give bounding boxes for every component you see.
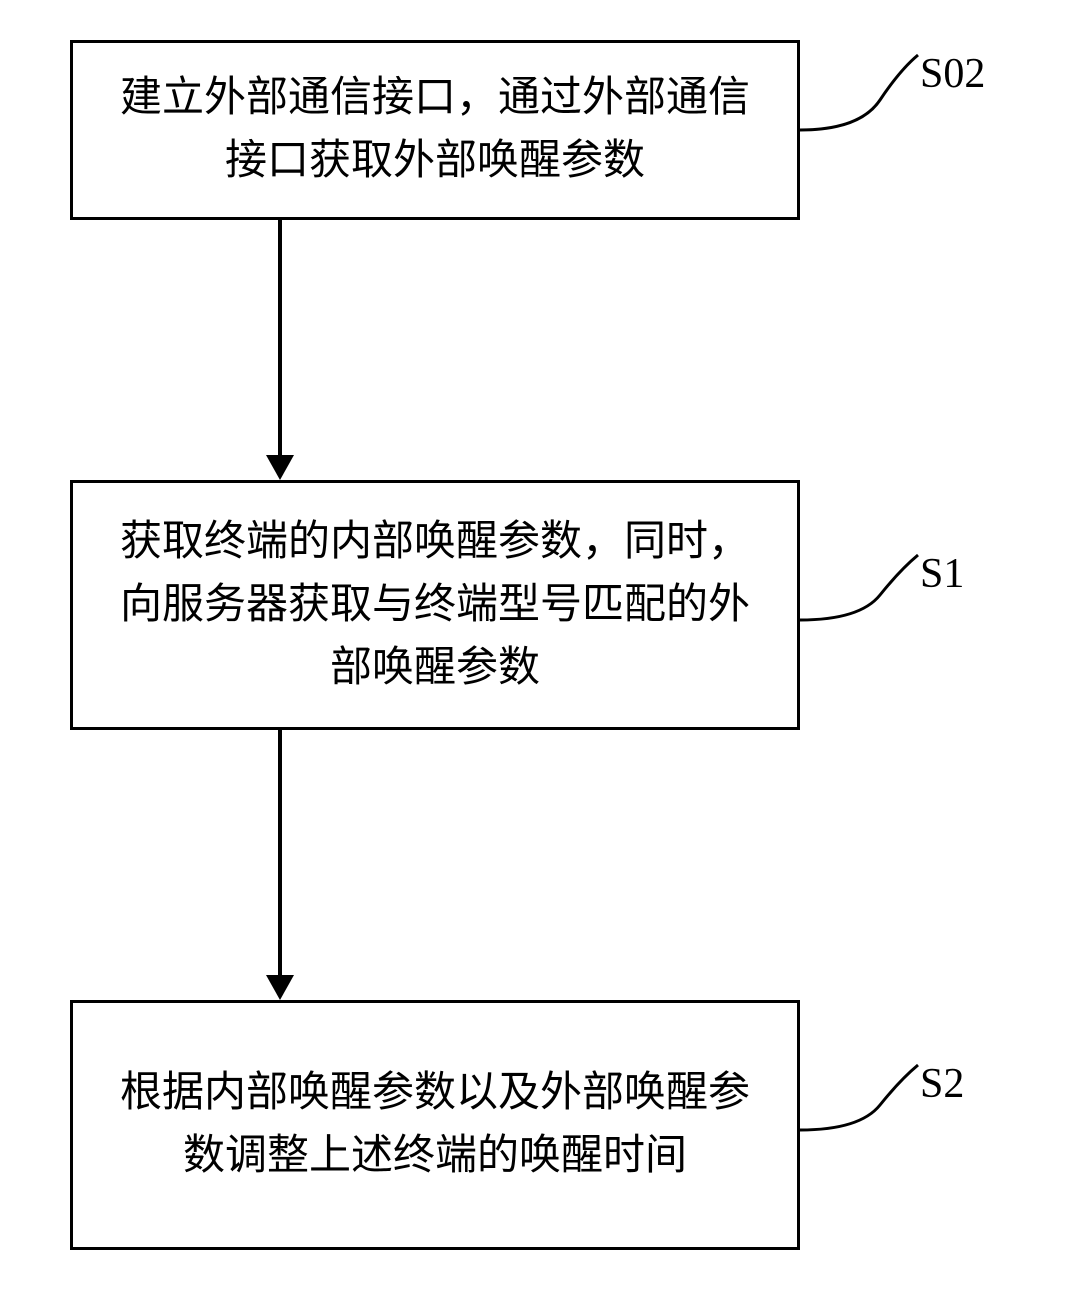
node-text: 建立外部通信接口，通过外部通信接口获取外部唤醒参数 (100, 57, 770, 203)
flowchart-node-s1: 获取终端的内部唤醒参数，同时，向服务器获取与终端型号匹配的外部唤醒参数 (70, 480, 800, 730)
node-text: 获取终端的内部唤醒参数，同时，向服务器获取与终端型号匹配的外部唤醒参数 (100, 501, 770, 710)
connector-curve-s1 (800, 540, 920, 645)
flowchart-node-s2: 根据内部唤醒参数以及外部唤醒参数调整上述终端的唤醒时间 (70, 1000, 800, 1250)
step-label-s1: S1 (920, 550, 964, 598)
step-label-s2: S2 (920, 1060, 964, 1108)
flowchart-diagram: 建立外部通信接口，通过外部通信接口获取外部唤醒参数 S02 获取终端的内部唤醒参… (0, 0, 1070, 1305)
arrow-line-2-3 (278, 730, 282, 980)
connector-curve-s2 (800, 1050, 920, 1155)
arrow-line-1-2 (278, 220, 282, 460)
connector-curve-s02 (800, 40, 920, 150)
flowchart-node-s02: 建立外部通信接口，通过外部通信接口获取外部唤醒参数 (70, 40, 800, 220)
arrow-head-2-3 (266, 975, 294, 1000)
node-text: 根据内部唤醒参数以及外部唤醒参数调整上述终端的唤醒时间 (100, 1052, 770, 1198)
step-label-s02: S02 (920, 50, 985, 98)
arrow-head-1-2 (266, 455, 294, 480)
